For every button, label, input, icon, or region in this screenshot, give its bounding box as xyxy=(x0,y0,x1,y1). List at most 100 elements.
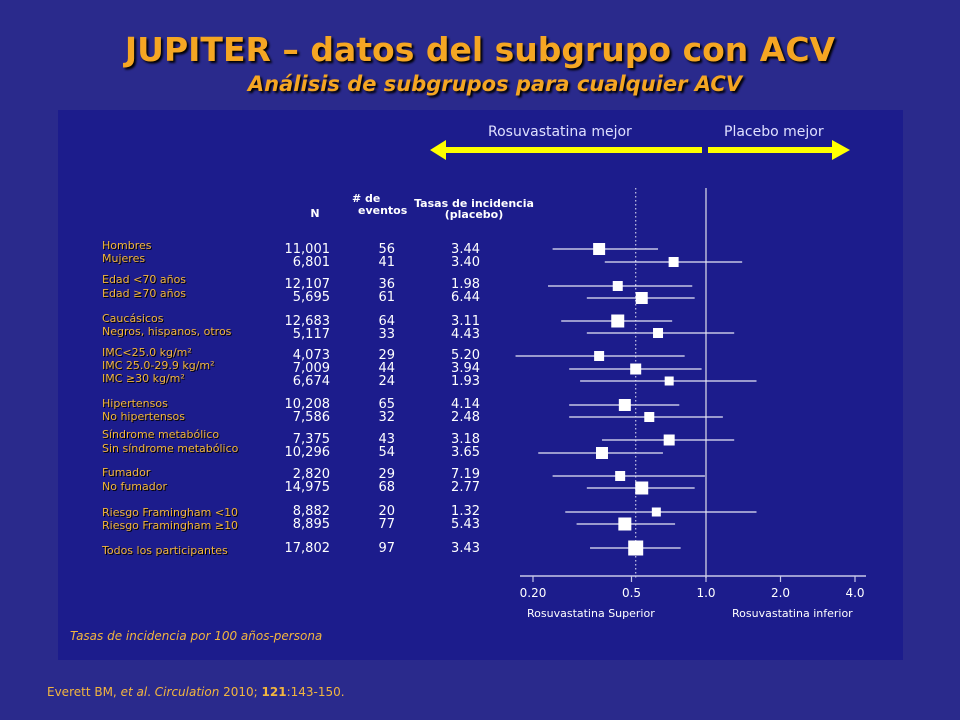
slide-title: JUPITER – datos del subgrupo con ACV xyxy=(124,30,836,69)
axis-caption-left: Rosuvastatina Superior xyxy=(527,607,655,620)
x-tick-label: 4.0 xyxy=(845,586,864,600)
point-estimate-marker xyxy=(630,363,642,375)
rate-value: 3.43 xyxy=(451,541,480,556)
point-estimate-marker xyxy=(612,281,623,291)
rate-value: 4.43 xyxy=(451,327,480,342)
n-value: 10,208 xyxy=(284,397,331,412)
slide-subtitle: Análisis de subgrupos para cualquier ACV xyxy=(247,72,743,96)
events-value: 54 xyxy=(378,445,395,460)
rate-value: 2.48 xyxy=(451,410,480,425)
row-label: No fumador xyxy=(102,480,167,493)
events-value: 36 xyxy=(378,277,395,292)
point-estimate-marker xyxy=(663,434,675,446)
row-label: Todos los participantes xyxy=(102,544,228,557)
n-value: 11,001 xyxy=(284,242,331,257)
n-value: 10,296 xyxy=(284,445,331,460)
point-estimate-marker xyxy=(593,243,606,255)
events-value: 32 xyxy=(378,410,395,425)
right-arrow-label: Placebo mejor xyxy=(724,124,824,140)
rate-value: 4.14 xyxy=(451,397,480,412)
events-value: 41 xyxy=(378,255,395,270)
rate-value: 3.65 xyxy=(451,445,480,460)
rate-value: 6.44 xyxy=(451,290,480,305)
n-value: 17,802 xyxy=(284,541,331,556)
row-label: IMC<25.0 kg/m² xyxy=(102,346,192,359)
n-value: 6,801 xyxy=(292,255,330,270)
n-value: 7,586 xyxy=(292,410,330,425)
point-estimate-marker xyxy=(664,376,674,386)
rate-value: 1.98 xyxy=(451,277,480,292)
col-header-rate-1: Tasas de incidencia xyxy=(414,197,534,210)
n-value: 2,820 xyxy=(292,467,330,482)
events-value: 77 xyxy=(378,517,395,532)
point-estimate-marker xyxy=(595,447,608,459)
row-label: Edad ≥70 años xyxy=(102,287,187,300)
events-value: 65 xyxy=(378,397,395,412)
events-value: 43 xyxy=(378,432,395,447)
row-label: Negros, hispanos, otros xyxy=(102,325,232,338)
left-arrow xyxy=(430,140,702,160)
point-estimate-marker xyxy=(635,481,649,495)
x-tick-label: 0.5 xyxy=(622,586,641,600)
point-estimate-marker xyxy=(618,517,632,531)
citation-pages: :143-150. xyxy=(286,685,345,699)
col-header-events-1: # de xyxy=(352,192,381,205)
row-label: Mujeres xyxy=(102,252,146,265)
footnote: Tasas de incidencia por 100 años-persona xyxy=(70,629,323,643)
point-estimate-marker xyxy=(594,351,605,361)
rate-value: 2.77 xyxy=(451,480,480,495)
x-tick-label: 0.20 xyxy=(520,586,547,600)
point-estimate-marker xyxy=(644,412,655,422)
rate-value: 1.32 xyxy=(451,504,480,519)
rate-value: 7.19 xyxy=(451,467,480,482)
direction-arrows xyxy=(430,140,850,160)
point-estimate-marker xyxy=(628,540,644,556)
chart-panel xyxy=(58,110,903,660)
point-estimate-marker xyxy=(611,314,625,328)
axis-caption-right: Rosuvastatina inferior xyxy=(732,607,853,620)
row-label: IMC 25.0-29.9 kg/m² xyxy=(102,359,215,372)
events-value: 64 xyxy=(378,314,395,329)
events-value: 68 xyxy=(378,480,395,495)
row-label: Sin síndrome metabólico xyxy=(102,442,239,455)
events-value: 33 xyxy=(378,327,395,342)
events-value: 29 xyxy=(378,467,395,482)
citation-authors: Everett BM, xyxy=(47,685,121,699)
point-estimate-marker xyxy=(653,328,664,338)
events-value: 24 xyxy=(378,374,395,389)
n-value: 4,073 xyxy=(292,348,330,363)
row-label: Riesgo Framingham ≥10 xyxy=(102,519,239,532)
rate-value: 3.40 xyxy=(451,255,480,270)
row-label: Caucásicos xyxy=(102,312,164,325)
rate-value: 5.20 xyxy=(451,348,480,363)
left-arrow-label: Rosuvastatina mejor xyxy=(488,124,632,140)
row-label: Edad <70 años xyxy=(102,273,187,286)
events-value: 44 xyxy=(378,361,395,376)
col-header-n: N xyxy=(310,207,320,220)
events-value: 29 xyxy=(378,348,395,363)
col-header-rate-2: (placebo) xyxy=(444,208,504,221)
events-value: 56 xyxy=(378,242,395,257)
citation-year: 2010; xyxy=(219,685,262,699)
n-value: 14,975 xyxy=(284,480,331,495)
n-value: 7,375 xyxy=(292,432,330,447)
point-estimate-marker xyxy=(615,471,626,481)
n-value: 5,117 xyxy=(292,327,330,342)
rate-value: 5.43 xyxy=(451,517,480,532)
citation: Everett BM, et al. Circulation 2010; 121… xyxy=(47,685,345,699)
rate-value: 3.94 xyxy=(451,361,480,376)
events-value: 61 xyxy=(378,290,395,305)
row-label: Riesgo Framingham <10 xyxy=(102,506,239,519)
point-estimate-marker xyxy=(668,257,679,267)
col-header-events-2: eventos xyxy=(358,204,408,217)
n-value: 12,683 xyxy=(284,314,331,329)
n-value: 8,895 xyxy=(292,517,330,532)
events-value: 20 xyxy=(378,504,395,519)
n-value: 8,882 xyxy=(292,504,330,519)
row-label: IMC ≥30 kg/m² xyxy=(102,372,185,385)
point-estimate-marker xyxy=(618,399,631,411)
row-label: No hipertensos xyxy=(102,410,185,423)
n-value: 7,009 xyxy=(292,361,330,376)
point-estimate-marker xyxy=(635,292,648,304)
